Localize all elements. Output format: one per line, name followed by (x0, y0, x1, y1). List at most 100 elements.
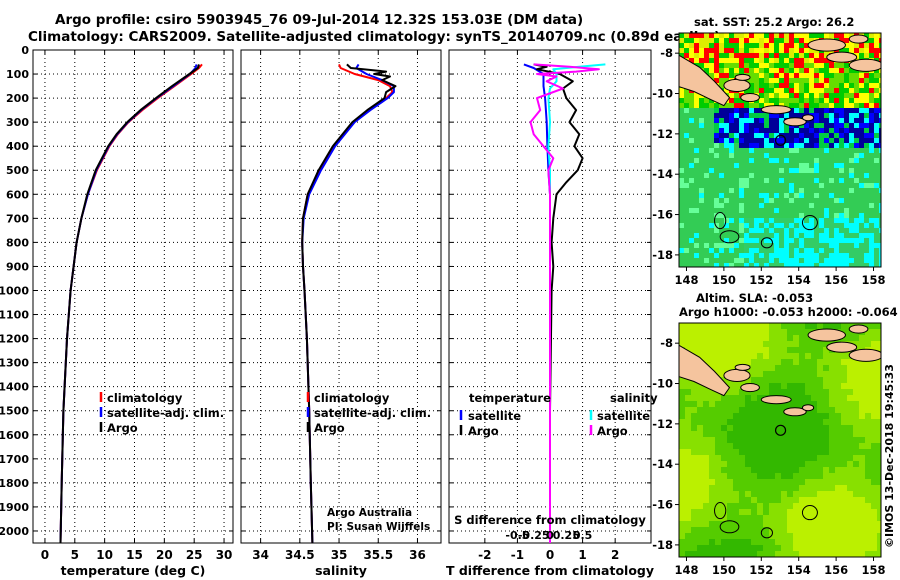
map-cell (757, 539, 763, 545)
map-cell (794, 178, 799, 183)
map-cell (745, 497, 751, 503)
map-cell (749, 263, 754, 267)
map-cell (823, 413, 829, 419)
map-cell (805, 497, 811, 503)
map-cell (847, 377, 853, 383)
map-cell (779, 233, 784, 238)
map-cell (764, 158, 769, 163)
map-cell (787, 419, 793, 425)
map-cell (864, 193, 869, 198)
map-cell (691, 431, 697, 437)
map-cell (814, 113, 819, 118)
map-cell (709, 407, 715, 413)
map-cell (779, 93, 784, 98)
map-cell (763, 509, 769, 515)
map-cell (764, 243, 769, 248)
map-cell (854, 218, 859, 223)
map-cell (859, 123, 864, 128)
map-cell (784, 233, 789, 238)
map-cell (704, 223, 709, 228)
map-cell (749, 78, 754, 83)
map-cell (839, 78, 844, 83)
map-cell (814, 103, 819, 108)
map-cell (823, 425, 829, 431)
map-cell (824, 153, 829, 158)
map-cell (745, 425, 751, 431)
map-cell (745, 407, 751, 413)
map-cell (879, 208, 881, 213)
map-cell (775, 455, 781, 461)
map-cell (734, 203, 739, 208)
map-cell (739, 329, 745, 335)
map-cell (754, 208, 759, 213)
map-cell (784, 148, 789, 153)
map-cell (859, 193, 864, 198)
map-cell (709, 323, 715, 329)
map-cell (689, 188, 694, 193)
map-cell (879, 263, 881, 267)
map-cell (864, 78, 869, 83)
map-frame (678, 32, 882, 268)
land-papua-new-guinea (679, 54, 731, 107)
map-cell (744, 183, 749, 188)
map-cell (829, 467, 835, 473)
map-cell (699, 253, 704, 258)
map-cell (679, 178, 684, 183)
map-cell (874, 43, 879, 48)
map-cell (869, 178, 874, 183)
map-cell (691, 533, 697, 539)
map-cell (854, 48, 859, 53)
map-cell (809, 168, 814, 173)
map-cell (879, 203, 881, 208)
map-cell (763, 437, 769, 443)
map-xtick-label: 158 (862, 563, 886, 577)
map-cell (859, 148, 864, 153)
map-cell (685, 407, 691, 413)
map-cell (829, 88, 834, 93)
map-cell (769, 118, 774, 123)
map-cell (784, 178, 789, 183)
map-cell (794, 198, 799, 203)
map-cell (859, 431, 865, 437)
map-cell (685, 431, 691, 437)
map-cell (739, 359, 745, 365)
map-cell (763, 461, 769, 467)
map-cell (727, 437, 733, 443)
map-cell (724, 128, 729, 133)
map-cell (774, 238, 779, 243)
map-cell (829, 383, 835, 389)
map-cell (849, 138, 854, 143)
map-cell (739, 437, 745, 443)
map-cell (865, 359, 871, 365)
map-cell (694, 178, 699, 183)
map-cell (775, 515, 781, 521)
map-cell (749, 253, 754, 258)
map-cell (823, 419, 829, 425)
map-cell (841, 521, 847, 527)
map-cell (759, 48, 764, 53)
map-cell (794, 168, 799, 173)
map-cell (839, 238, 844, 243)
map-cell (714, 263, 719, 267)
map-cell (679, 533, 685, 539)
map-cell (694, 153, 699, 158)
map-cell (764, 103, 769, 108)
map-cell (724, 263, 729, 267)
map-cell (775, 383, 781, 389)
map-cell (784, 248, 789, 253)
map-cell (745, 473, 751, 479)
map-xtick-label: 152 (749, 563, 773, 577)
legend-label: satellite (468, 409, 521, 423)
map-cell (697, 551, 703, 557)
map-cell (804, 258, 809, 263)
map-cell (697, 401, 703, 407)
land-island (723, 368, 751, 382)
map-cell (709, 335, 715, 341)
map-cell (874, 208, 879, 213)
map-cell (729, 118, 734, 123)
map-cell (879, 163, 881, 168)
map-cell (779, 73, 784, 78)
map-cell (739, 461, 745, 467)
map-cell (744, 78, 749, 83)
map-cell (699, 128, 704, 133)
